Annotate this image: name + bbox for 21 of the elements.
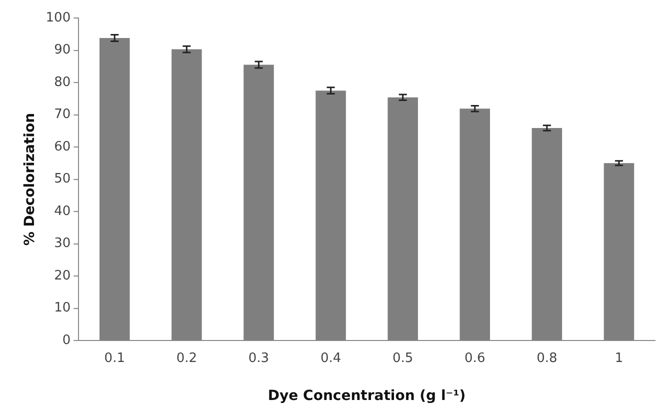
y-tick-label: 70 xyxy=(54,107,71,122)
x-tick-label: 0.5 xyxy=(392,350,414,366)
y-tick-label: 50 xyxy=(54,172,71,187)
y-tick-label: 90 xyxy=(54,42,71,58)
y-tick-label: 0 xyxy=(62,332,71,348)
y-tick-label: 20 xyxy=(54,268,71,284)
x-tick-label: 0.6 xyxy=(464,350,486,366)
x-tick-label: 0.3 xyxy=(248,350,270,366)
x-tick-label: 0.2 xyxy=(176,350,198,366)
y-tick-label: 30 xyxy=(54,236,71,252)
y-tick-label: 100 xyxy=(46,10,71,26)
y-tick-label: 10 xyxy=(54,300,71,316)
x-axis-title: Dye Concentration (g l⁻¹) xyxy=(268,388,466,404)
y-tick-label: 60 xyxy=(54,139,71,154)
y-tick-label: 80 xyxy=(54,74,71,90)
x-tick-label: 0.1 xyxy=(104,350,125,366)
x-tick-label: 0.4 xyxy=(320,350,342,366)
y-tick-label: 40 xyxy=(54,204,71,219)
x-tick-label: 0.8 xyxy=(536,350,558,366)
y-axis-title: % Decolorization xyxy=(22,112,38,246)
x-tick-label: 1 xyxy=(614,350,624,366)
